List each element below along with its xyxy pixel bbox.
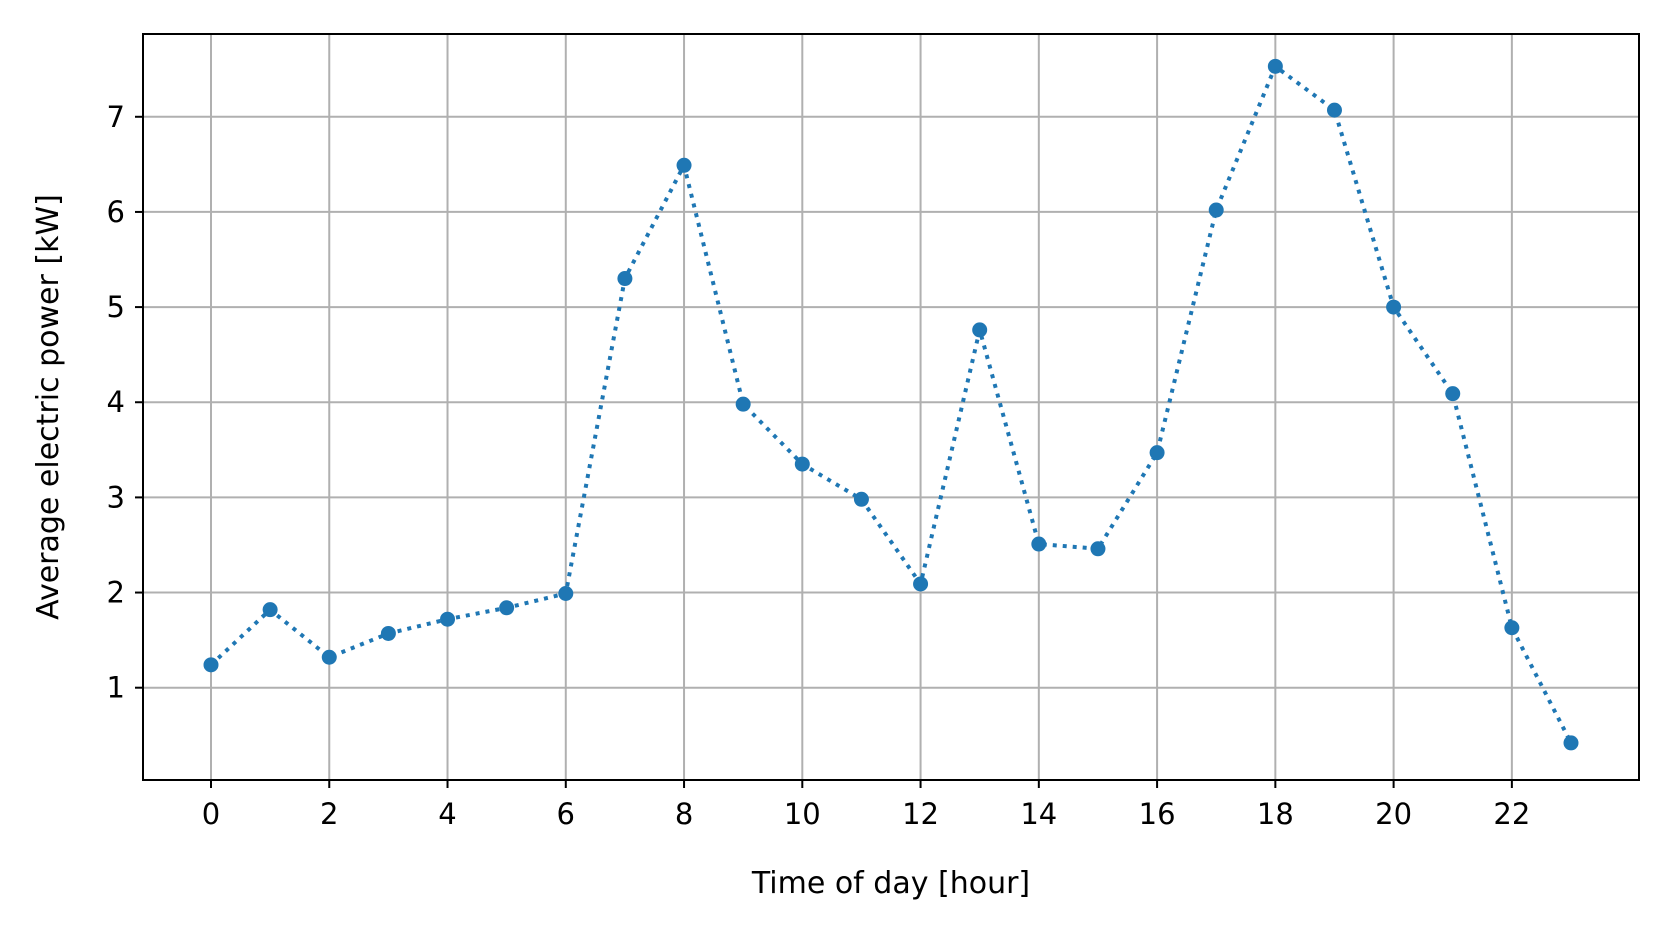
x-tick-label: 18 — [1257, 797, 1294, 831]
x-tick-label: 6 — [557, 797, 575, 831]
data-point — [321, 649, 337, 665]
data-point — [735, 396, 751, 412]
plot-frame — [142, 33, 1640, 781]
data-point — [1386, 299, 1402, 315]
x-axis-title: Time of day [hour] — [751, 866, 1030, 901]
x-tick-label: 12 — [902, 797, 939, 831]
data-point — [972, 322, 988, 338]
data-point — [1326, 102, 1342, 118]
data-point — [676, 157, 692, 173]
data-point — [1267, 58, 1283, 74]
y-tick-label: 6 — [107, 195, 125, 229]
y-tick-label: 5 — [107, 290, 125, 324]
data-point — [262, 602, 278, 618]
data-point — [913, 576, 929, 592]
grid-lines — [143, 34, 1639, 780]
y-tick-label: 7 — [107, 100, 125, 134]
x-tick-label: 0 — [202, 797, 220, 831]
x-tick-label: 10 — [784, 797, 821, 831]
data-point — [1149, 445, 1165, 461]
series-line — [209, 63, 1573, 744]
y-tick-label: 2 — [107, 576, 125, 610]
data-point — [440, 611, 456, 627]
y-tick-label: 4 — [107, 385, 125, 419]
x-tick-label: 16 — [1139, 797, 1176, 831]
y-tick-label: 3 — [107, 480, 125, 514]
data-point — [794, 456, 810, 472]
data-point — [617, 271, 633, 287]
data-point — [380, 625, 396, 641]
y-axis-title: Average electric power [kW] — [31, 194, 66, 620]
data-point — [1504, 620, 1520, 636]
x-tick-label: 4 — [438, 797, 456, 831]
data-point — [499, 600, 515, 616]
data-point — [1208, 202, 1224, 218]
data-point — [1090, 541, 1106, 557]
x-tick-label: 22 — [1493, 797, 1530, 831]
data-series — [203, 58, 1579, 751]
x-tick-label: 8 — [675, 797, 693, 831]
data-point — [1445, 386, 1461, 402]
x-tick-label: 20 — [1375, 797, 1412, 831]
data-point — [1031, 536, 1047, 552]
data-point — [1563, 735, 1579, 751]
x-tick-label: 2 — [320, 797, 338, 831]
data-point — [558, 586, 574, 601]
data-point — [853, 491, 869, 507]
x-tick-label: 14 — [1020, 797, 1057, 831]
y-tick-label: 1 — [107, 671, 125, 705]
data-point — [203, 657, 219, 673]
